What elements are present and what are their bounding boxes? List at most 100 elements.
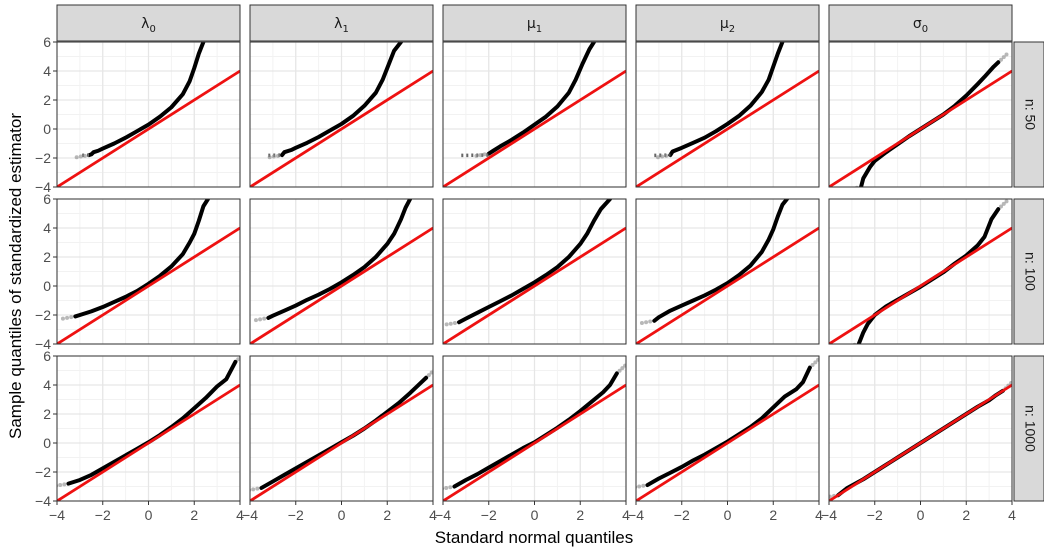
x-tick-label: −2 (95, 507, 111, 523)
x-tick-label: 0 (531, 507, 539, 523)
x-tick-label: −4 (435, 507, 451, 523)
x-tick-label: −2 (481, 507, 497, 523)
qq-point-outlier (262, 317, 266, 321)
panel-n50-lambda1 (250, 32, 433, 187)
qq-point-outlier (453, 321, 457, 325)
panel-n100-mu2 (636, 189, 819, 344)
qq-point-outlier (824, 495, 828, 499)
y-tick-label: 0 (43, 121, 51, 137)
qq-point-outlier (276, 154, 280, 158)
qq-point-outlier (444, 486, 448, 490)
qq-point-outlier (644, 320, 648, 324)
qq-point-outlier (255, 487, 259, 491)
qq-point-outlier (251, 487, 255, 491)
panel-n50-lambda0 (57, 32, 240, 187)
x-tick-label: −4 (628, 507, 644, 523)
y-tick-label: −2 (35, 307, 51, 323)
x-tick-label: −4 (49, 507, 65, 523)
qq-point-outlier (847, 187, 851, 191)
qq-point-outlier (448, 485, 452, 489)
qq-point-outlier (268, 155, 272, 159)
qq-point-outlier (211, 192, 215, 196)
row-label-n50: n: 50 (1022, 99, 1038, 130)
x-tick-label: 0 (724, 507, 732, 523)
y-tick-label: 4 (43, 220, 51, 236)
x-tick-label: 2 (190, 507, 198, 523)
qq-point-outlier (637, 485, 641, 489)
qq-point-outlier (1005, 199, 1009, 203)
qq-point-outlier (656, 155, 660, 159)
y-tick-label: −2 (35, 464, 51, 480)
qq-point-outlier (640, 321, 644, 325)
x-tick-label: −2 (288, 507, 304, 523)
x-axis-label: Standard normal quantiles (435, 528, 633, 548)
panel-n100-lambda0 (57, 189, 240, 344)
qq-point-outlier (414, 192, 418, 196)
y-tick-label: 6 (43, 34, 51, 50)
panel-n50-mu2 (636, 32, 819, 187)
qq-point-outlier (61, 317, 65, 321)
qq-point-outlier (483, 152, 487, 156)
y-axis-label: Sample quantiles of standardized estimat… (6, 113, 26, 439)
x-tick-label: 0 (145, 507, 153, 523)
x-tick-label: −2 (674, 507, 690, 523)
qq-point-outlier (79, 155, 83, 159)
qq-point-outlier (69, 315, 73, 319)
panel-n50-sigma0 (829, 42, 1012, 191)
qq-point-outlier (416, 189, 420, 193)
y-tick-label: 4 (43, 377, 51, 393)
qq-point-outlier (660, 155, 664, 159)
qq-point-outlier (790, 192, 794, 196)
panel-n1000-lambda0 (54, 352, 246, 501)
qq-point-outlier (75, 155, 79, 159)
y-tick-label: 2 (43, 406, 51, 422)
x-tick-label: 2 (769, 507, 777, 523)
qq-point-outlier (479, 153, 483, 157)
qq-point-outlier (855, 186, 859, 190)
panel-n1000-mu1 (440, 356, 627, 501)
qq-point-outlier (616, 189, 620, 193)
qq-point-outlier (613, 192, 617, 196)
qq-point-outlier (445, 322, 449, 326)
qq-point-outlier (844, 344, 848, 348)
qq-point-outlier (641, 484, 645, 488)
y-tick-label: 2 (43, 249, 51, 265)
qq-point-outlier (474, 154, 478, 158)
y-tick-label: 0 (43, 435, 51, 451)
y-tick-label: 4 (43, 63, 51, 79)
panel-n1000-sigma0 (824, 356, 1013, 501)
panel-n100-mu1 (443, 189, 626, 344)
panel-n1000-lambda1 (247, 356, 436, 501)
x-tick-label: −4 (821, 507, 837, 523)
row-label-n100: n: 100 (1022, 252, 1038, 291)
qq-point-outlier (65, 316, 69, 320)
qq-point-outlier (788, 194, 792, 198)
qq-point-outlier (793, 189, 797, 193)
panel-n50-mu1 (443, 32, 626, 187)
qq-point-outlier (611, 194, 615, 198)
qq-point-outlier (1005, 52, 1009, 56)
panel-n1000-mu2 (633, 356, 820, 501)
row-label-n1000: n: 1000 (1022, 405, 1038, 452)
qq-point-outlier (258, 317, 262, 321)
x-tick-label: 2 (962, 507, 970, 523)
y-tick-label: 0 (43, 278, 51, 294)
qq-point-outlier (411, 194, 415, 198)
qq-point-outlier (209, 194, 213, 198)
y-tick-label: 2 (43, 92, 51, 108)
x-tick-label: 0 (338, 507, 346, 523)
qq-point-outlier (242, 352, 246, 356)
qq-point-outlier (62, 482, 66, 486)
qq-point-outlier (853, 343, 857, 347)
x-tick-label: 2 (576, 507, 584, 523)
qq-point-outlier (214, 189, 218, 193)
qq-point-outlier (272, 155, 276, 159)
x-tick-label: 0 (917, 507, 925, 523)
panel-n100-sigma0 (829, 199, 1012, 348)
qq-point-outlier (83, 154, 87, 158)
x-tick-label: 4 (1008, 507, 1016, 523)
qq-point-outlier (254, 318, 258, 322)
qq-point-outlier (449, 322, 453, 326)
